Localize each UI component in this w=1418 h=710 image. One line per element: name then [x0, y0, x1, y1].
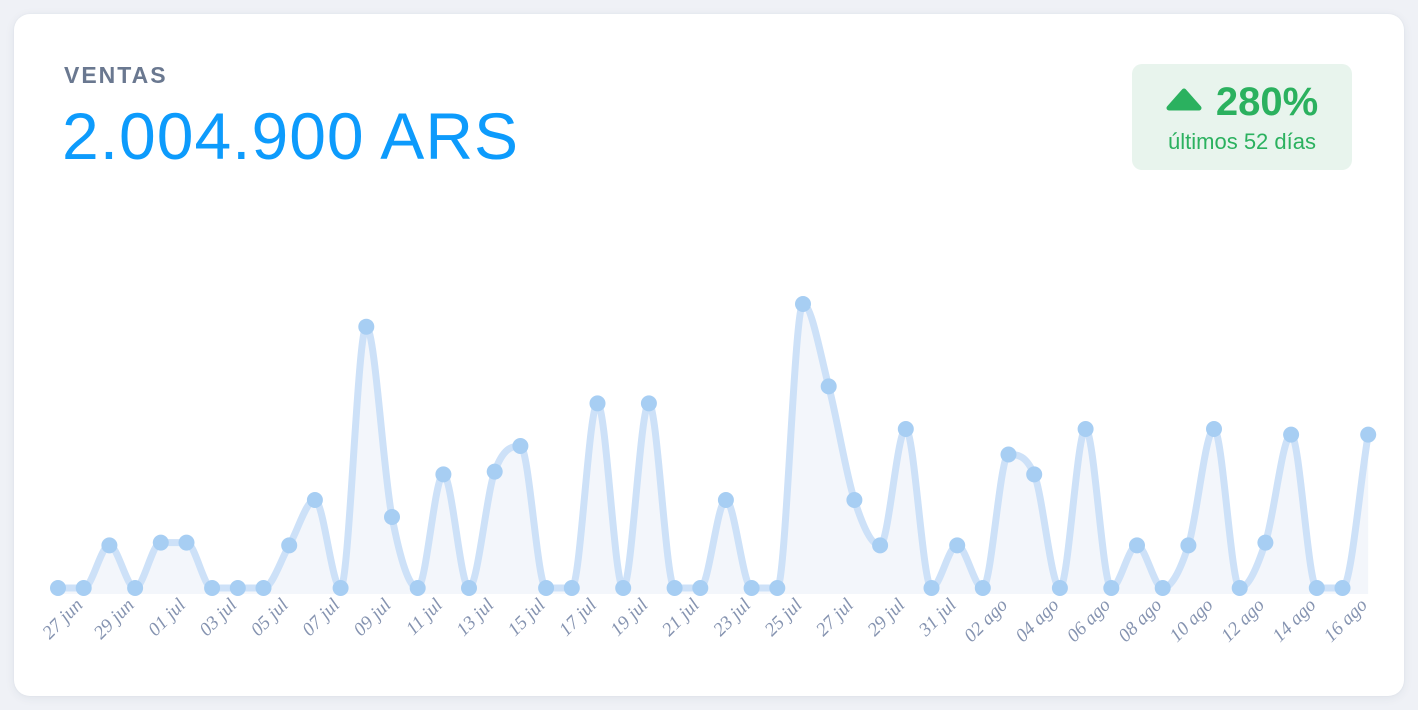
- data-point[interactable]: [1154, 580, 1171, 596]
- data-point[interactable]: [717, 492, 734, 508]
- data-point[interactable]: [872, 537, 889, 554]
- sales-amount: 2.004.900 ARS: [62, 99, 520, 173]
- x-tick-label: 27 jun: [38, 595, 87, 644]
- data-point[interactable]: [949, 537, 966, 554]
- data-point[interactable]: [1103, 580, 1120, 596]
- sales-line: [54, 300, 1372, 592]
- data-point[interactable]: [1026, 466, 1043, 483]
- x-tick-label: 29 jul: [864, 595, 910, 641]
- x-tick-label: 25 jul: [761, 595, 807, 641]
- data-point[interactable]: [332, 580, 349, 596]
- trend-subtitle: últimos 52 días: [1168, 128, 1316, 154]
- data-point[interactable]: [923, 580, 940, 596]
- x-tick-label: 04 ago: [1012, 595, 1064, 647]
- data-point[interactable]: [795, 296, 811, 312]
- x-tick-label: 29 jun: [90, 595, 139, 644]
- sales-chart[interactable]: 27 jun 29 jun 01 jul 03 jul 05 jul 07 jul 09 j…: [14, 284, 1404, 696]
- x-tick-label: 08 ago: [1114, 595, 1166, 647]
- data-point[interactable]: [1334, 580, 1351, 596]
- x-tick-label: 17 jul: [555, 595, 601, 641]
- x-tick-label: 07 jul: [298, 595, 344, 641]
- data-point[interactable]: [640, 395, 657, 412]
- trend-badge: 280% últimos 52 días: [1132, 64, 1352, 170]
- x-tick-label: 21 jul: [658, 595, 704, 641]
- data-point[interactable]: [538, 580, 555, 596]
- data-point[interactable]: [306, 492, 323, 508]
- x-tick-label: 15 jul: [504, 595, 550, 641]
- x-tick-label: 27 jul: [812, 595, 858, 641]
- data-point[interactable]: [512, 438, 529, 454]
- data-point[interactable]: [75, 580, 92, 596]
- sales-chart-svg[interactable]: 27 jun 29 jun 01 jul 03 jul 05 jul 07 jul 09 j…: [14, 284, 1404, 696]
- data-point[interactable]: [1129, 537, 1145, 554]
- card-title: VENTAS: [64, 62, 168, 88]
- data-point[interactable]: [127, 580, 144, 596]
- data-point[interactable]: [178, 534, 195, 551]
- x-tick-label: 19 jul: [607, 595, 653, 641]
- data-point[interactable]: [1000, 446, 1017, 463]
- x-tick-label: 10 ago: [1166, 595, 1218, 647]
- data-point[interactable]: [589, 395, 606, 412]
- x-tick-label: 06 ago: [1063, 595, 1115, 647]
- data-point[interactable]: [358, 318, 375, 335]
- x-tick-label: 05 jul: [247, 595, 293, 641]
- x-tick-label: 01 jul: [144, 595, 190, 641]
- data-point[interactable]: [1180, 537, 1197, 554]
- x-tick-label: 12 ago: [1217, 595, 1269, 647]
- data-point[interactable]: [666, 580, 683, 596]
- trend-value: 280%: [1215, 79, 1319, 124]
- sales-card: VENTAS 2.004.900 ARS 280% últimos 52 día…: [14, 14, 1404, 696]
- trend-row: 280%: [1166, 80, 1318, 125]
- data-point[interactable]: [204, 580, 221, 596]
- data-point[interactable]: [409, 580, 426, 596]
- data-point[interactable]: [435, 466, 452, 483]
- x-tick-label: 13 jul: [452, 595, 498, 641]
- x-tick-label: 16 ago: [1320, 595, 1372, 647]
- data-point[interactable]: [974, 580, 991, 596]
- data-point[interactable]: [1051, 580, 1068, 596]
- data-point[interactable]: [897, 421, 914, 437]
- data-point[interactable]: [1206, 421, 1222, 437]
- data-point[interactable]: [692, 580, 709, 596]
- data-point[interactable]: [769, 580, 786, 596]
- data-point[interactable]: [1257, 534, 1274, 551]
- triangle-up-icon: [1166, 88, 1202, 116]
- data-point[interactable]: [1231, 580, 1248, 596]
- data-point[interactable]: [101, 537, 118, 554]
- x-tick-label: 31 jul: [914, 595, 961, 642]
- x-tick-label: 11 jul: [402, 595, 447, 640]
- data-point[interactable]: [743, 580, 760, 596]
- x-tick-label: 03 jul: [196, 595, 242, 641]
- x-tick-label: 14 ago: [1269, 595, 1321, 647]
- data-point[interactable]: [1077, 421, 1094, 437]
- data-point[interactable]: [486, 463, 503, 480]
- x-tick-label: 09 jul: [350, 595, 396, 641]
- x-tick-label: 23 jul: [709, 595, 755, 641]
- data-point[interactable]: [820, 378, 837, 395]
- data-point[interactable]: [461, 580, 477, 596]
- data-point[interactable]: [846, 492, 863, 508]
- data-point[interactable]: [281, 537, 298, 554]
- data-point[interactable]: [152, 534, 169, 551]
- data-point[interactable]: [229, 580, 246, 596]
- data-point[interactable]: [384, 509, 400, 525]
- data-point[interactable]: [1283, 426, 1300, 443]
- data-point[interactable]: [563, 580, 580, 596]
- data-point[interactable]: [1360, 426, 1377, 443]
- data-point[interactable]: [50, 580, 66, 596]
- data-point[interactable]: [255, 580, 272, 596]
- data-point[interactable]: [1308, 580, 1325, 596]
- x-tick-label: 02 ago: [960, 595, 1012, 647]
- data-point[interactable]: [615, 580, 632, 596]
